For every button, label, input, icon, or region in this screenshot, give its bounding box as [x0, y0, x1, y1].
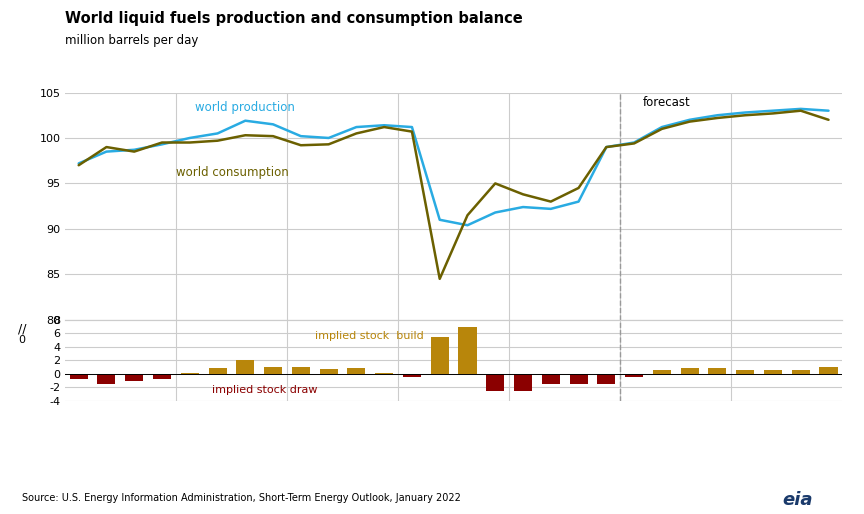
Text: World liquid fuels production and consumption balance: World liquid fuels production and consum…: [65, 11, 523, 26]
Bar: [264, 367, 283, 374]
Bar: [542, 374, 560, 384]
Text: implied stock  build: implied stock build: [314, 331, 423, 341]
Text: world production: world production: [195, 101, 295, 114]
Bar: [430, 337, 448, 374]
Text: implied stock draw: implied stock draw: [212, 385, 317, 395]
Bar: [514, 374, 532, 391]
Bar: [819, 367, 837, 374]
Bar: [292, 367, 310, 374]
Bar: [153, 374, 171, 379]
Text: world consumption: world consumption: [176, 166, 289, 179]
Bar: [459, 326, 477, 374]
Bar: [736, 371, 754, 374]
Text: eia: eia: [782, 491, 812, 509]
Bar: [597, 374, 615, 384]
Bar: [764, 371, 782, 374]
Bar: [70, 374, 88, 379]
Bar: [791, 370, 810, 374]
Bar: [569, 374, 588, 384]
Bar: [653, 370, 671, 374]
Bar: [236, 360, 254, 374]
Text: 0: 0: [18, 335, 25, 345]
Bar: [625, 374, 643, 377]
Bar: [403, 374, 421, 377]
Bar: [486, 374, 505, 391]
Bar: [98, 374, 116, 384]
Bar: [708, 369, 727, 374]
Bar: [125, 374, 143, 381]
Bar: [181, 373, 199, 374]
Text: million barrels per day: million barrels per day: [65, 34, 198, 47]
Text: forecast: forecast: [643, 96, 690, 109]
Bar: [347, 368, 365, 374]
Text: Source: U.S. Energy Information Administration, Short-Term Energy Outlook, Janua: Source: U.S. Energy Information Administ…: [22, 493, 461, 503]
Text: //: //: [18, 322, 27, 335]
Bar: [320, 369, 338, 374]
Bar: [681, 369, 699, 374]
Bar: [208, 369, 226, 374]
Bar: [375, 373, 393, 374]
